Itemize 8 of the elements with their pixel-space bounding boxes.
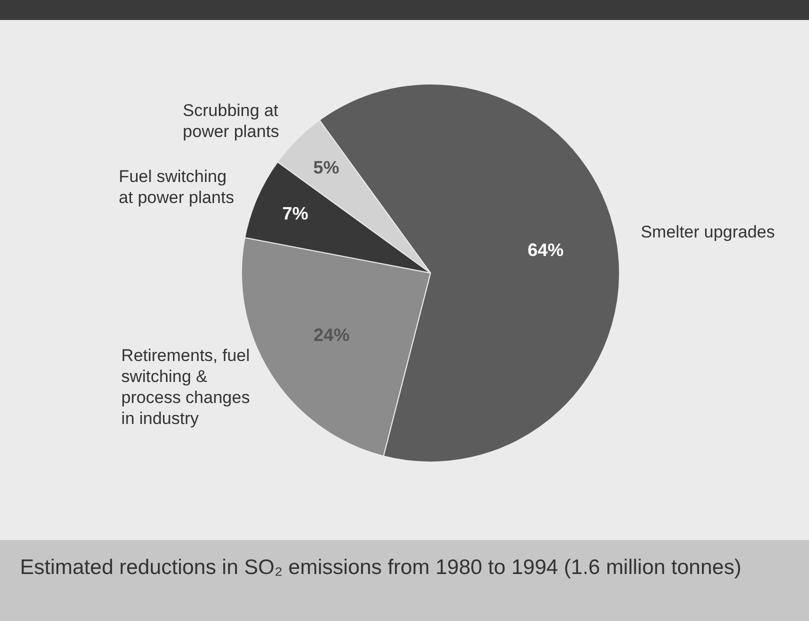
data-label: 64%: [528, 240, 564, 260]
slice-label: Scrubbing at power plants: [182, 100, 280, 141]
data-label: 7%: [282, 203, 308, 224]
data-label: 5%: [313, 158, 340, 178]
slice-label: Fuel switching at power plants: [118, 167, 234, 208]
text: Estimated reductions in SO₂ emissions from 1980 to 1994 (1.6 million tonnes): [0, 540, 809, 621]
slice-label: Smelter upgrades: [640, 222, 775, 242]
slice-label: Retirements, fuel switching & process changes in industry: [121, 346, 250, 428]
